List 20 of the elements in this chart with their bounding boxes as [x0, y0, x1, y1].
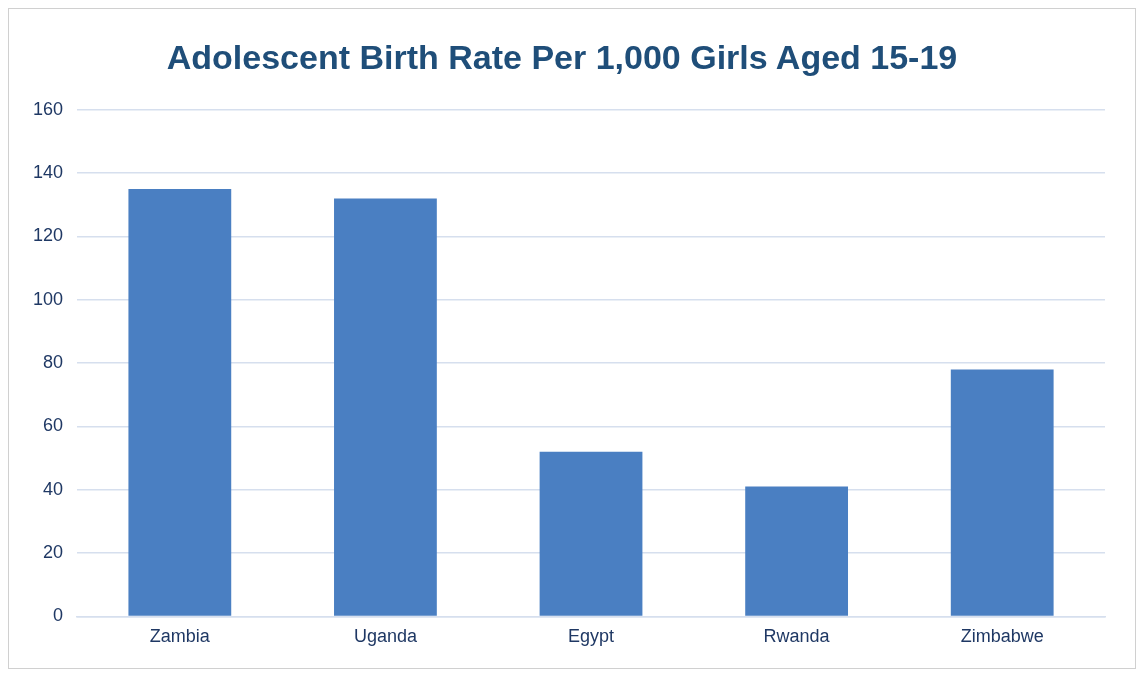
x-tick-label: Zambia — [149, 626, 211, 647]
bar — [950, 369, 1054, 616]
y-tick-label: 40 — [43, 478, 64, 499]
y-tick-label: 80 — [43, 352, 64, 373]
x-tick-label: Rwanda — [763, 626, 831, 647]
y-tick-label: 20 — [43, 542, 64, 563]
bar — [539, 451, 643, 616]
y-tick-label: 120 — [32, 225, 64, 246]
y-tick-label: 140 — [32, 162, 64, 183]
bar — [128, 188, 232, 616]
y-tick-label: 160 — [32, 98, 64, 119]
x-tick-label: Egypt — [568, 626, 615, 647]
chart-title: Adolescent Birth Rate Per 1,000 Girls Aged 15-19 — [166, 37, 958, 76]
x-tick-label: Zimbabwe — [960, 626, 1044, 647]
bar — [745, 486, 849, 616]
x-tick-label: Uganda — [353, 626, 418, 647]
y-tick-label: 100 — [32, 288, 64, 309]
y-tick-label: 60 — [43, 415, 64, 436]
y-tick-label: 0 — [53, 605, 64, 626]
bar — [334, 198, 437, 616]
